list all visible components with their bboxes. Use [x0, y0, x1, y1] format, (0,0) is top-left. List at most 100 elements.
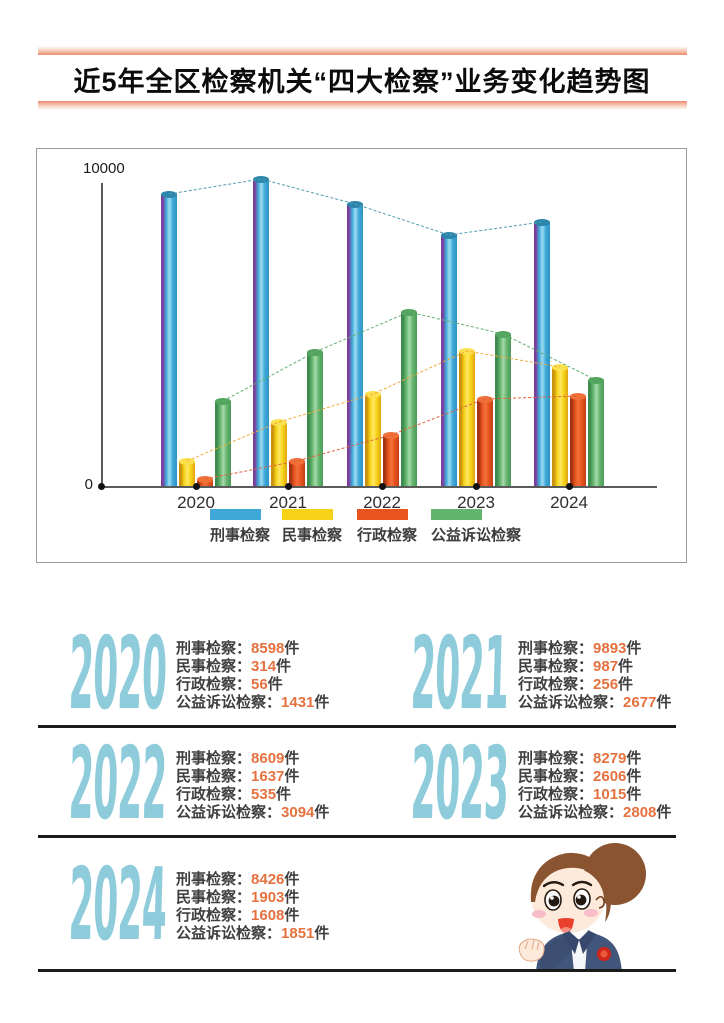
axis-tick-dot [473, 483, 480, 490]
stat-unit: 件 [314, 925, 330, 942]
stat-unit: 件 [284, 768, 300, 785]
stat-unit: 件 [314, 804, 330, 821]
stat-unit: 件 [284, 889, 300, 906]
bar-民事检察-2024 [552, 364, 568, 486]
stat-unit: 件 [626, 750, 642, 767]
x-axis-label-2024: 2024 [550, 493, 588, 512]
bar-公益诉讼检察-2022 [401, 309, 417, 486]
stat-line: 公益诉讼检察：1851件 [176, 925, 329, 943]
bar-cap [179, 458, 195, 465]
legend-label-民事检察: 民事检察 [282, 527, 343, 544]
year-heading: 2024 [67, 846, 168, 963]
stat-value: 56 [251, 676, 268, 693]
stat-line: 行政检察：1608件 [176, 907, 329, 925]
stat-label: 行政检察： [176, 786, 252, 803]
page-title: 近5年全区检察机关“四大检察”业务变化趋势图 [73, 67, 651, 97]
stat-value: 1015 [593, 786, 627, 803]
year-stats: 刑事检察：9893件 民事检察：987件 行政检察：256件 公益诉讼检察：2677件 [518, 640, 671, 712]
bar-cap [253, 176, 269, 183]
bar-cap [459, 348, 475, 355]
stat-value: 2677 [623, 694, 657, 711]
stat-unit: 件 [276, 658, 292, 675]
stat-value: 1608 [251, 907, 285, 924]
legend-swatch-公益诉讼检察 [431, 509, 482, 520]
bar-民事检察-2023 [459, 348, 475, 486]
year-heading: 2020 [67, 615, 168, 732]
stat-line: 刑事检察：8426件 [176, 871, 329, 889]
stat-value: 8609 [251, 750, 285, 767]
stat-value: 987 [593, 658, 619, 675]
y-axis-min-label: 0 [84, 476, 93, 493]
bar-cap [588, 377, 604, 384]
year-heading: 2022 [67, 725, 168, 842]
bar-cap [161, 191, 177, 198]
stat-label: 民事检察： [176, 658, 252, 675]
stat-line: 民事检察：1637件 [176, 768, 329, 786]
year-panel-2024: 2024 刑事检察：8426件 民事检察：1903件 行政检察：1608件 公益诉讼检察… [67, 846, 420, 963]
stat-line: 刑事检察：8279件 [518, 750, 671, 768]
year-stats: 刑事检察：8609件 民事检察：1637件 行政检察：535件 公益诉讼检察：3094… [176, 750, 329, 822]
prosecutor-girl-mascot-illustration [518, 843, 646, 972]
stat-value: 1851 [281, 925, 315, 942]
bar-cap [383, 432, 399, 439]
bar-公益诉讼检察-2021 [307, 349, 323, 486]
stat-line: 民事检察：314件 [176, 658, 329, 676]
stat-label: 民事检察： [518, 768, 594, 785]
stat-line: 公益诉讼检察：1431件 [176, 694, 329, 712]
stat-value: 1903 [251, 889, 285, 906]
stat-label: 刑事检察： [176, 640, 252, 657]
stat-unit: 件 [656, 694, 672, 711]
stat-line: 民事检察：2606件 [518, 768, 671, 786]
axis-tick-dot [285, 483, 292, 490]
bar-民事检察-2022 [365, 391, 381, 486]
bar-cap [289, 458, 305, 465]
bar-公益诉讼检察-2020 [215, 398, 231, 486]
year-heading: 2021 [409, 615, 510, 732]
stat-value: 314 [251, 658, 277, 675]
legend-swatch-民事检察 [282, 509, 333, 520]
stat-label: 公益诉讼检察： [176, 694, 282, 711]
year-panel-2021: 2021 刑事检察：9893件 民事检察：987件 行政检察：256件 公益诉讼检察：2… [409, 615, 724, 732]
stat-value: 8279 [593, 750, 627, 767]
stat-label: 刑事检察： [176, 871, 252, 888]
stat-unit: 件 [626, 786, 642, 803]
bar-cap [401, 309, 417, 316]
stat-label: 民事检察： [518, 658, 594, 675]
bar-cap [197, 476, 213, 483]
stat-label: 行政检察： [176, 676, 252, 693]
stat-line: 民事检察：1903件 [176, 889, 329, 907]
legend-label-行政检察: 行政检察 [357, 527, 418, 544]
stat-unit: 件 [284, 907, 300, 924]
stat-value: 8598 [251, 640, 285, 657]
y-axis-max-label: 10000 [83, 160, 125, 177]
stat-unit: 件 [626, 640, 642, 657]
stat-label: 公益诉讼检察： [518, 694, 624, 711]
bar-行政检察-2022 [383, 432, 399, 486]
legend-label-刑事检察: 刑事检察 [210, 527, 271, 544]
bar-刑事检察-2021 [253, 176, 269, 486]
x-axis-label-2022: 2022 [363, 493, 401, 512]
stat-label: 行政检察： [176, 907, 252, 924]
bar-行政检察-2021 [289, 458, 305, 486]
axis-tick-dot [98, 483, 105, 490]
stat-line: 公益诉讼检察：3094件 [176, 804, 329, 822]
plot-area: 10000 0 2020 2021 2022 2023 2024 [37, 149, 688, 564]
bar-民事检察-2020 [179, 458, 195, 486]
stat-label: 公益诉讼检察： [176, 925, 282, 942]
year-panel-2020: 2020 刑事检察：8598件 民事检察：314件 行政检察：56 件公益诉讼检察：14… [67, 615, 420, 732]
stat-line: 刑事检察：9893件 [518, 640, 671, 658]
stat-label: 公益诉讼检察： [518, 804, 624, 821]
stat-line: 公益诉讼检察：2677件 [518, 694, 671, 712]
year-stats: 刑事检察：8598件 民事检察：314件 行政检察：56 件公益诉讼检察：1431件 [176, 640, 329, 712]
stat-label: 刑事检察： [518, 750, 594, 767]
bar-cap [570, 393, 586, 400]
divider-line-2 [38, 835, 676, 838]
trend-chart: 10000 0 2020 2021 2022 2023 2024 刑事检察 民事检察 行政检… [36, 148, 687, 563]
stat-value: 256 [593, 676, 619, 693]
stat-unit: 件 [284, 640, 300, 657]
stat-value: 2808 [623, 804, 657, 821]
year-panel-2022: 2022 刑事检察：8609件 民事检察：1637件 行政检察：535件 公益诉讼检察：… [67, 725, 420, 842]
bar-公益诉讼检察-2024 [588, 377, 604, 486]
title-bottom-rule [38, 101, 687, 110]
stat-line: 刑事检察：8609件 [176, 750, 329, 768]
